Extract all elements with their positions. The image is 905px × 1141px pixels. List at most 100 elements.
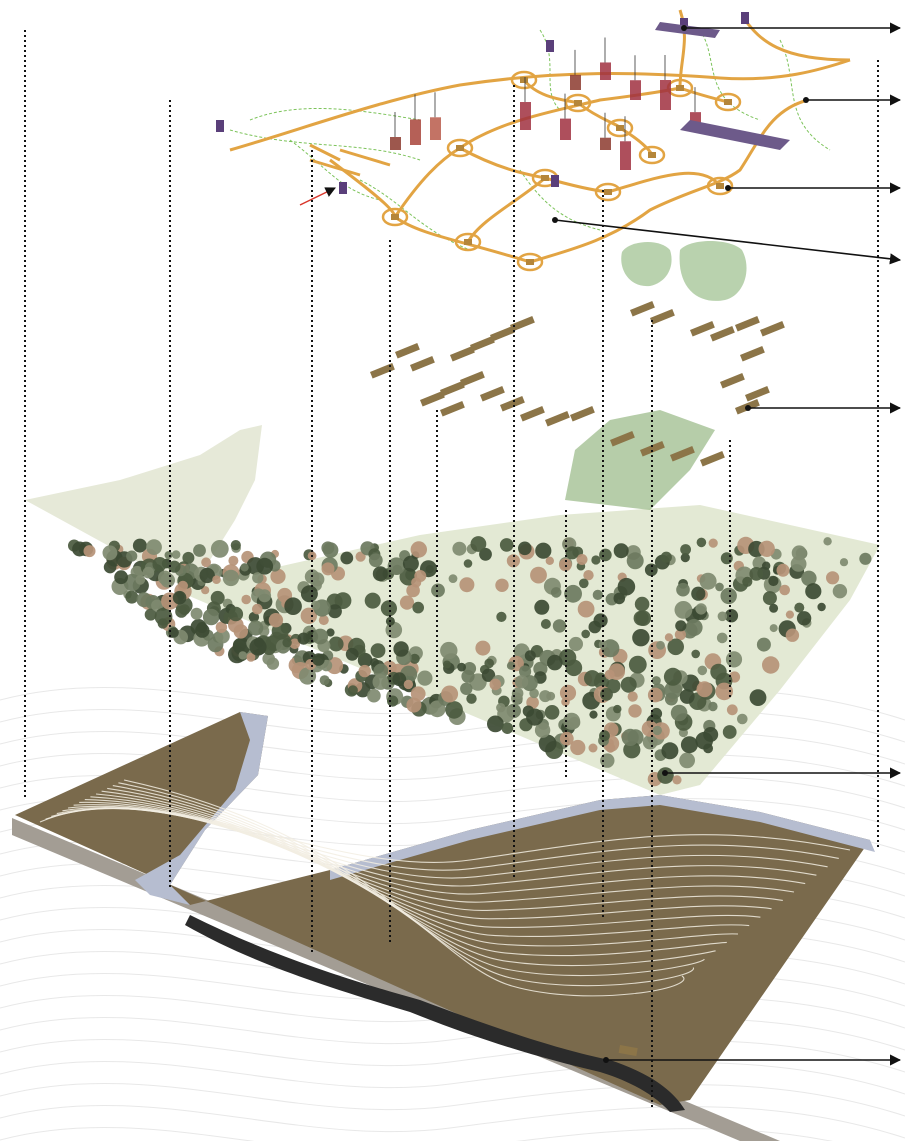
infrastructure-layer-part [229, 58, 851, 152]
leader-arrows-part [725, 185, 731, 191]
tree [703, 743, 713, 754]
tree [613, 592, 626, 605]
tree [367, 688, 381, 703]
terrain-layer-part [15, 712, 870, 1105]
tree [859, 552, 872, 565]
tree [839, 558, 849, 567]
building [649, 309, 675, 325]
tree [215, 621, 228, 633]
tree [319, 675, 330, 686]
building [720, 373, 745, 389]
tree [633, 610, 649, 626]
tree [212, 575, 221, 584]
tree [589, 710, 598, 719]
tree [193, 544, 206, 557]
contour-line [0, 1016, 905, 1051]
tree [634, 596, 650, 612]
node-ring [454, 232, 482, 252]
tree [518, 541, 532, 556]
buildings-layer [370, 241, 785, 467]
contour-line [0, 1038, 905, 1073]
node-core [716, 183, 724, 189]
tree [347, 685, 358, 696]
infrastructure-layer [216, 9, 851, 272]
tree [246, 652, 256, 662]
terrain-contour [73, 804, 783, 911]
node-core [574, 100, 582, 106]
building [690, 321, 715, 337]
tree [642, 734, 658, 750]
tree [685, 619, 703, 636]
tree [546, 691, 556, 701]
tree [179, 604, 190, 616]
tree [608, 663, 625, 680]
terrain-layer-part [39, 779, 851, 997]
tree [599, 548, 612, 562]
leader-arrows-part [662, 770, 668, 776]
infrastructure-layer-part [216, 12, 749, 194]
tree [667, 638, 684, 656]
tree [725, 651, 743, 668]
tree [826, 571, 840, 585]
tree [499, 538, 514, 552]
tree [647, 687, 663, 703]
node-core [724, 99, 732, 105]
tree [463, 662, 477, 675]
tree [441, 685, 459, 703]
tree [177, 580, 188, 591]
tree [605, 743, 616, 753]
tower [620, 141, 631, 170]
tree [544, 705, 560, 720]
tree [387, 695, 399, 707]
node-ring [714, 92, 742, 112]
leader-arrows-part [554, 219, 902, 265]
building [410, 356, 435, 372]
tree [270, 568, 286, 585]
building [700, 451, 725, 467]
building [420, 391, 445, 407]
tree [160, 573, 175, 588]
tree [726, 704, 738, 716]
tower [390, 137, 401, 150]
buildings-layer-part [621, 241, 672, 287]
tree [545, 556, 554, 565]
node-ring [564, 93, 592, 113]
leader-arrows-part [603, 1057, 609, 1063]
tree [457, 662, 466, 672]
leader-arrows-part [681, 25, 687, 31]
node-core [520, 77, 528, 83]
tree [452, 541, 467, 556]
terrain-contour [90, 796, 750, 938]
node-core [648, 152, 656, 158]
vegetation-layer-part [68, 536, 872, 787]
tree [540, 619, 551, 629]
tower [600, 62, 611, 80]
tree [406, 697, 422, 713]
tree [210, 540, 229, 558]
tree [626, 552, 644, 570]
contour-line [0, 1126, 833, 1141]
vegetation-layer-part [565, 410, 715, 510]
tree [240, 563, 249, 572]
building [395, 343, 420, 359]
leader-arrows-part [803, 97, 809, 103]
tree [832, 584, 848, 599]
tree [410, 686, 426, 702]
building [440, 401, 465, 417]
tree [501, 722, 514, 734]
terrain-contour [67, 805, 795, 903]
tree [182, 551, 195, 564]
tree [327, 604, 342, 619]
tree [322, 542, 339, 558]
tree [670, 704, 688, 722]
node-ring [510, 70, 538, 90]
node-ring [606, 118, 634, 138]
building [640, 441, 665, 457]
tree [588, 620, 602, 634]
tree [534, 722, 551, 738]
tree [651, 676, 661, 686]
tree [282, 638, 292, 648]
tree [321, 562, 335, 576]
building [480, 386, 505, 402]
tree [171, 550, 181, 559]
